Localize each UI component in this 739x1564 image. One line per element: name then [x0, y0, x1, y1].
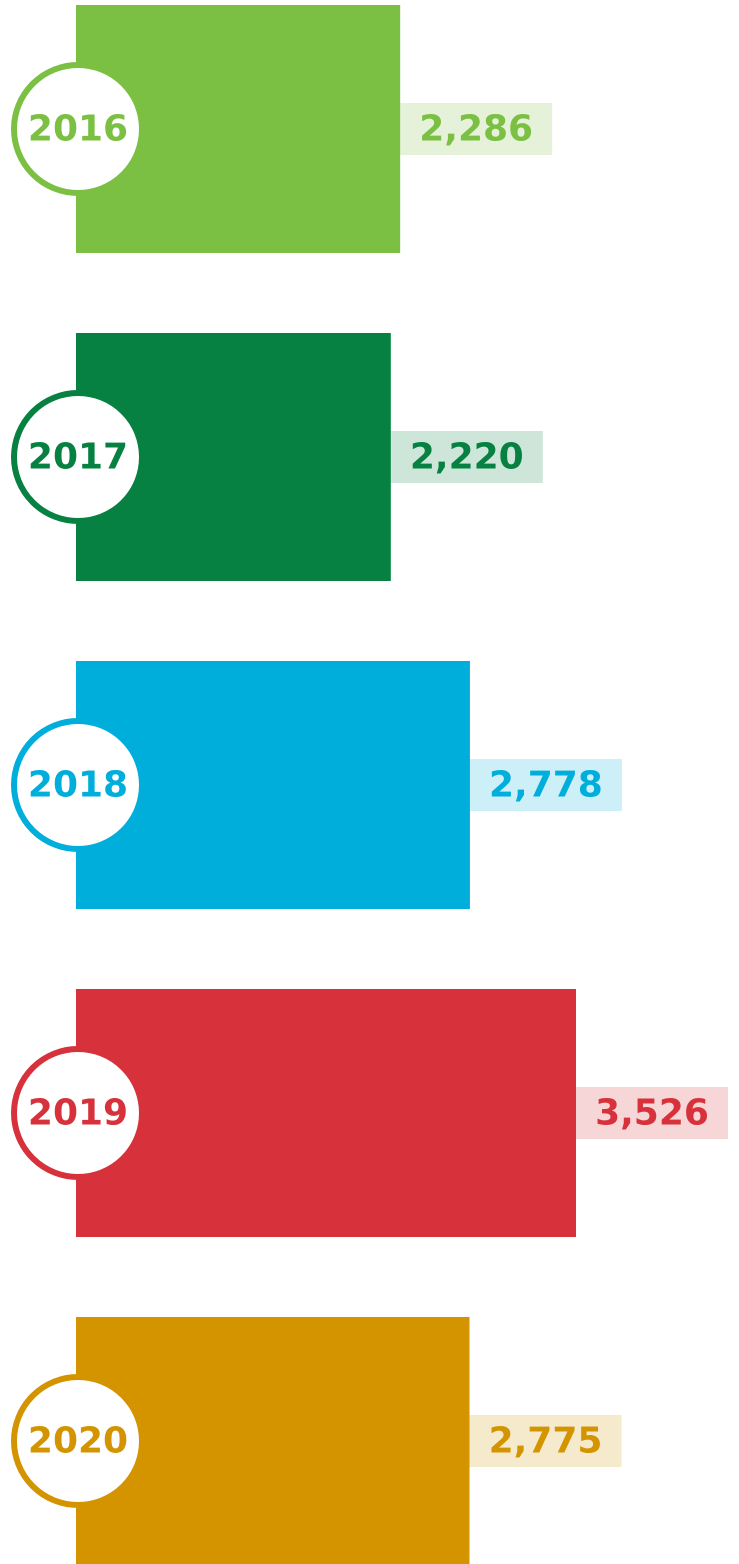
- year-badge: [11, 718, 145, 852]
- year-label: 2018: [28, 765, 128, 806]
- value-label: 3,526: [595, 1093, 709, 1134]
- value-label-box: [390, 431, 543, 483]
- value-label-box: [469, 759, 622, 811]
- value-label-box: [576, 1087, 728, 1139]
- bar: [76, 989, 576, 1237]
- year-badge: [11, 1046, 145, 1180]
- year-badge: [11, 1374, 145, 1508]
- value-label: 2,775: [489, 1421, 603, 1462]
- value-label: 2,286: [419, 109, 533, 150]
- value-label-box: [469, 1415, 622, 1467]
- value-label-box: [400, 103, 553, 155]
- year-badge: [11, 62, 145, 196]
- value-label: 2,778: [489, 765, 603, 806]
- year-label: 2019: [28, 1093, 128, 1134]
- value-label: 2,220: [410, 437, 524, 478]
- year-label: 2016: [28, 109, 128, 150]
- year-label: 2020: [28, 1421, 128, 1462]
- year-label: 2017: [28, 437, 128, 478]
- year-badge: [11, 390, 145, 524]
